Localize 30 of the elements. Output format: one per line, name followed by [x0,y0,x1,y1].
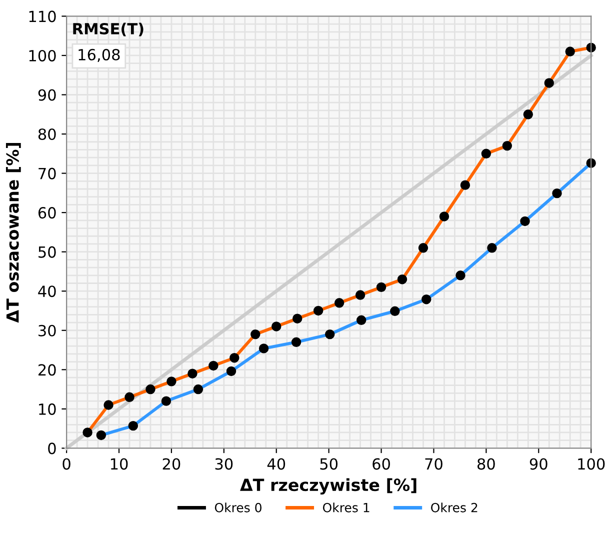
annotation: 16,08 [78,48,120,62]
x-tick-label: 100 [578,458,605,470]
x-tick-label: 20 [162,458,180,470]
x-tick-label: 30 [215,458,233,470]
y-tick-label: 110 [29,10,56,22]
y-axis-title: ΔT oszacowane [%] [6,143,21,323]
y-tick-label: 0 [48,442,56,454]
y-tick-label: 40 [38,286,56,298]
x-tick-label: 80 [477,458,495,470]
y-tick-label: 30 [38,324,56,336]
x-tick-label: 70 [425,458,442,470]
y-tick-label: 60 [38,207,56,219]
y-tick-label: 50 [38,246,56,258]
legend-label: Okres 0 [214,502,262,512]
x-tick-label: 90 [530,458,548,470]
y-tick-label: 100 [29,50,56,62]
annotation: RMSE(T) [73,22,144,36]
x-tick-label: 10 [110,458,128,470]
y-tick-label: 10 [39,403,56,415]
x-axis-title: ΔT rzeczywiste [%] [240,478,416,495]
y-tick-label: 90 [38,89,56,101]
y-tick-label: 20 [38,364,56,376]
x-tick-label: 0 [62,458,70,470]
x-tick-label: 50 [320,458,338,470]
legend-label: Okres 2 [431,502,478,512]
y-tick-label: 80 [38,128,56,140]
legend-label: Okres 1 [322,502,370,512]
y-tick-label: 70 [38,168,56,180]
x-tick-label: 40 [267,458,286,470]
x-tick-label: 60 [372,458,390,470]
